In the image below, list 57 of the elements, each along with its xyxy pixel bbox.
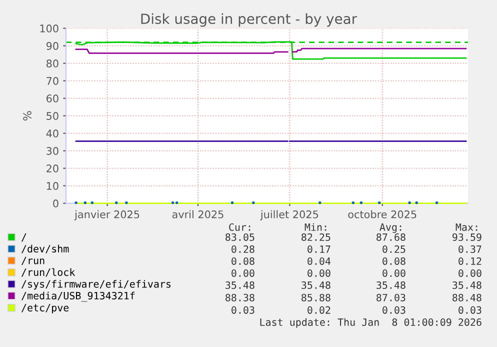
text: 85.88 — [302, 294, 330, 302]
text: 88.38 — [226, 294, 254, 302]
text: 93.59 — [452, 233, 482, 241]
text: 35.48 — [226, 281, 254, 289]
y-tick-label: 100 — [40, 24, 58, 32]
legend-label: /run/lock — [22, 268, 76, 277]
y-axis-title: % — [23, 111, 32, 120]
text: 35.48 — [376, 281, 406, 289]
text: 0.00 — [382, 269, 406, 277]
text: 0.28 — [232, 245, 254, 253]
text: Min: — [304, 223, 326, 231]
legend-label: /etc/pve — [22, 304, 69, 314]
text: 0.37 — [458, 245, 482, 253]
y-tick-label: 10 — [46, 182, 58, 190]
text: 0.03 — [232, 306, 254, 314]
y-tick-label: 50 — [46, 112, 58, 120]
legend-label: / — [22, 233, 26, 242]
y-tick-label: 20 — [46, 164, 58, 172]
text: 0.00 — [458, 269, 482, 277]
legend-label: /run — [22, 256, 44, 266]
legend-label: /sys/firmware/efi/efivars — [22, 280, 171, 290]
text: 0.02 — [308, 306, 330, 314]
text: 35.48 — [302, 281, 330, 289]
text: 0.17 — [308, 245, 330, 253]
x-tick-label: avril 2025 — [172, 210, 224, 218]
x-tick-label: octobre 2025 — [348, 210, 416, 218]
chart-title: Disk usage in percent - by year — [141, 13, 358, 27]
text: 82.25 — [302, 233, 330, 241]
text: Avg: — [380, 223, 402, 233]
text: 83.05 — [226, 233, 254, 241]
y-tick-label: 70 — [46, 77, 58, 85]
y-tick-label: 40 — [46, 130, 58, 138]
text: 0.25 — [382, 245, 406, 253]
text: 0.12 — [458, 257, 482, 265]
text: 0.04 — [308, 257, 331, 265]
text: 88.48 — [452, 294, 482, 302]
text: 0.03 — [382, 306, 406, 314]
text: 0.03 — [458, 306, 482, 314]
text: 87.68 — [376, 233, 406, 241]
x-tick-label: juillet 2025 — [260, 210, 318, 220]
text: 0.08 — [232, 257, 254, 265]
text: 0.08 — [382, 257, 406, 265]
legend-label: /dev/shm — [22, 244, 69, 254]
y-tick-label: 90 — [46, 42, 58, 50]
y-tick-label: 0 — [53, 200, 58, 208]
legend-label: /media/USB_9134321f — [22, 292, 135, 302]
y-tick-label: 30 — [46, 147, 58, 155]
text: Last update: Thu Jan 8 01:00:09 2026 — [260, 318, 482, 328]
text: Cur: — [229, 223, 250, 231]
text: 87.03 — [376, 294, 406, 302]
text: 35.48 — [452, 281, 482, 289]
y-tick-label: 60 — [46, 94, 58, 102]
y-tick-label: 80 — [46, 60, 58, 68]
text: 0.00 — [232, 269, 254, 277]
x-tick-label: janvier 2025 — [74, 210, 140, 220]
text: Max: — [456, 223, 478, 231]
text: 0.00 — [308, 269, 330, 277]
